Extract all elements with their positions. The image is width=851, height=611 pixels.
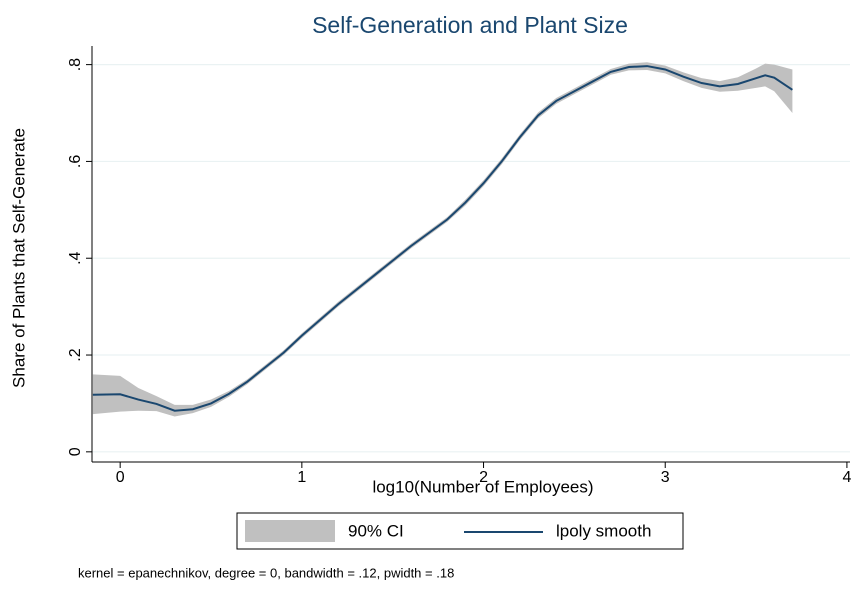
x-tick-label: 0 <box>116 469 125 486</box>
x-tick-label: 2 <box>479 469 488 486</box>
x-tick-label: 4 <box>842 469 851 486</box>
legend-label: 90% CI <box>348 521 404 540</box>
x-axis-label: log10(Number of Employees) <box>372 477 593 496</box>
chart-title: Self-Generation and Plant Size <box>312 12 628 38</box>
smooth-line <box>92 65 793 412</box>
y-axis-label: Share of Plants that Self-Generate <box>9 128 28 388</box>
legend-swatch <box>245 520 335 542</box>
note: kernel = epanechnikov, degree = 0, bandw… <box>78 565 454 580</box>
y-tick-label: .2 <box>67 348 84 361</box>
y-tick-label: .4 <box>67 251 84 264</box>
y-tick-label: .8 <box>67 58 84 71</box>
x-tick-label: 3 <box>661 469 670 486</box>
y-tick-label: 0 <box>67 447 84 456</box>
y-tick-label: .6 <box>67 155 84 168</box>
legend-label: lpoly smooth <box>556 521 651 540</box>
x-tick-label: 1 <box>297 469 306 486</box>
